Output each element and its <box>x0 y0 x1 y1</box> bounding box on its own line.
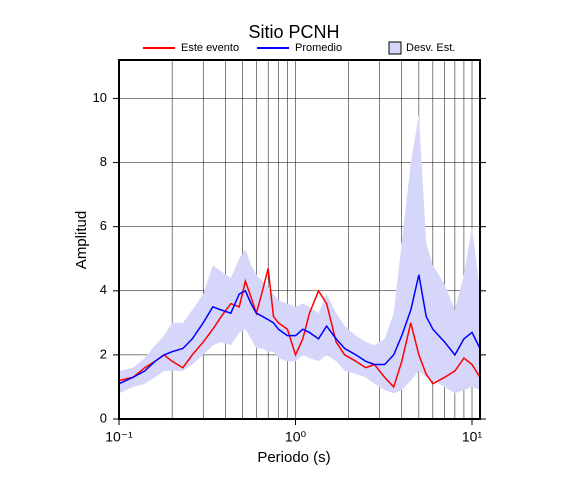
y-tick-label: 0 <box>100 410 107 425</box>
x-axis-label: Periodo (s) <box>257 449 330 466</box>
legend-label: Desv. Est. <box>406 42 455 54</box>
chart-title: Sitio PCNH <box>248 22 339 42</box>
y-tick-label: 2 <box>100 346 107 361</box>
y-axis-label: Amplitud <box>73 211 90 269</box>
y-tick-label: 10 <box>93 90 107 105</box>
y-tick-label: 4 <box>100 282 107 297</box>
std-band <box>119 114 480 394</box>
legend-label: Promedio <box>295 42 342 54</box>
series-line <box>118 268 481 389</box>
y-tick-label: 8 <box>100 154 107 169</box>
plot-frame <box>118 59 481 420</box>
legend-label: Este evento <box>181 42 239 54</box>
x-tick-label: 10⁻¹ <box>105 429 133 445</box>
x-tick-label: 10¹ <box>462 429 483 445</box>
legend-swatch <box>388 41 402 55</box>
series-line <box>118 274 481 385</box>
y-tick-label: 6 <box>100 218 107 233</box>
x-tick-label: 10⁰ <box>285 429 307 445</box>
